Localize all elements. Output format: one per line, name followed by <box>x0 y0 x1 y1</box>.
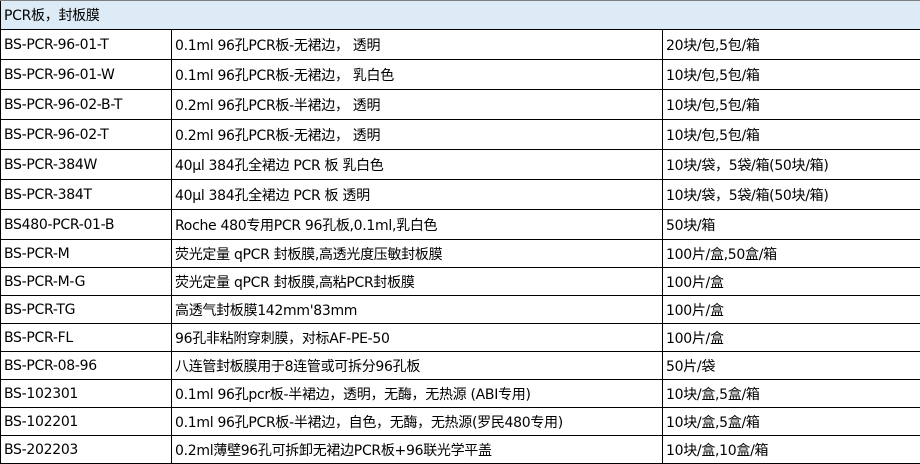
packaging-cell: 100片/盒,50盒/箱 <box>661 239 920 268</box>
table-row: BS-PCR-M-G 荧光定量 qPCR 封板膜,高粘PCR封板膜 100片/盒 <box>0 267 920 296</box>
packaging-cell: 100片/盒 <box>661 295 920 324</box>
packaging-cell: 10块/盒,5盒/箱 <box>661 407 920 436</box>
table-row: BS-PCR-384W 40μl 384孔全裙边 PCR 板 乳白色 10块/袋，5… <box>0 149 920 180</box>
section-header-row: PCR板，封板膜 <box>0 0 920 30</box>
product-code-cell: BS480-PCR-01-B <box>0 209 172 240</box>
table-row: BS480-PCR-01-B Roche 480专用PCR 96孔板,0.1ml,… <box>0 209 920 240</box>
packaging-cell: 10块/包,5包/箱 <box>661 59 920 90</box>
packaging-cell: 10块/袋，5袋/箱(50块/箱) <box>661 149 920 180</box>
packaging-cell: 10块/袋，5袋/箱(50块/箱) <box>661 179 920 210</box>
product-description-cell: 0.1ml 96孔PCR板-无裙边， 乳白色 <box>171 59 663 90</box>
product-description-cell: Roche 480专用PCR 96孔板,0.1ml,乳白色 <box>171 209 663 240</box>
product-description-cell: 0.1ml 96孔PCR板-半裙边，自色，无酶，无热源(罗民480专用) <box>171 407 663 436</box>
packaging-cell: 100片/盒 <box>661 267 920 296</box>
table-row: BS-PCR-TG 高透气封板膜142mm'83mm 100片/盒 <box>0 295 920 324</box>
table-row: BS-102301 0.1ml 96孔pcr板-半裙边，透明，无酶，无热源 (AB… <box>0 379 920 408</box>
table-row: BS-PCR-FL 96孔非粘附穿刺膜，对标AF-PE-50 100片/盒 <box>0 323 920 352</box>
product-description-cell: 0.2ml薄壁96孔可拆卸无裙边PCR板+96联光学平盖 <box>171 435 663 464</box>
product-code-cell: BS-PCR-96-01-W <box>0 59 172 90</box>
product-description-cell: 八连管封板膜用于8连管或可拆分96孔板 <box>171 351 663 380</box>
packaging-cell: 10块/包,5包/箱 <box>661 119 920 150</box>
table-row: BS-PCR-96-02-T 0.2ml 96孔PCR板-无裙边， 透明 10块/包… <box>0 119 920 150</box>
table-row: BS-PCR-96-02-B-T 0.2ml 96孔PCR板-半裙边， 透明 10块… <box>0 89 920 120</box>
product-code-cell: BS-PCR-TG <box>0 295 172 324</box>
product-description-cell: 40μl 384孔全裙边 PCR 板 透明 <box>171 179 663 210</box>
packaging-cell: 10块/盒,10盒/箱 <box>661 435 920 464</box>
product-code-cell: BS-PCR-FL <box>0 323 172 352</box>
table-row: BS-PCR-384T 40μl 384孔全裙边 PCR 板 透明 10块/袋，5袋… <box>0 179 920 210</box>
product-description-cell: 荧光定量 qPCR 封板膜,高透光度压敏封板膜 <box>171 239 663 268</box>
table-row: BS-202203 0.2ml薄壁96孔可拆卸无裙边PCR板+96联光学平盖 10块… <box>0 435 920 464</box>
product-code-cell: BS-PCR-M-G <box>0 267 172 296</box>
packaging-cell: 10块/包,5包/箱 <box>661 89 920 120</box>
product-code-cell: BS-PCR-384T <box>0 179 172 210</box>
packaging-cell: 50片/袋 <box>661 351 920 380</box>
product-description-cell: 96孔非粘附穿刺膜，对标AF-PE-50 <box>171 323 663 352</box>
table-row: BS-PCR-M 荧光定量 qPCR 封板膜,高透光度压敏封板膜 100片/盒,50… <box>0 239 920 268</box>
section-title: PCR板，封板膜 <box>0 0 920 30</box>
product-description-cell: 0.1ml 96孔PCR板-无裙边， 透明 <box>171 29 663 60</box>
table-row: BS-PCR-96-01-W 0.1ml 96孔PCR板-无裙边， 乳白色 10块/… <box>0 59 920 90</box>
table-row: BS-PCR-96-01-T 0.1ml 96孔PCR板-无裙边， 透明 20块/包… <box>0 29 920 60</box>
product-code-cell: BS-PCR-96-01-T <box>0 29 172 60</box>
product-code-cell: BS-202203 <box>0 435 172 464</box>
product-code-cell: BS-PCR-96-02-B-T <box>0 89 172 120</box>
product-description-cell: 40μl 384孔全裙边 PCR 板 乳白色 <box>171 149 663 180</box>
packaging-cell: 10块/盒,5盒/箱 <box>661 379 920 408</box>
product-code-cell: BS-102201 <box>0 407 172 436</box>
product-description-cell: 0.2ml 96孔PCR板-半裙边， 透明 <box>171 89 663 120</box>
product-description-cell: 0.2ml 96孔PCR板-无裙边， 透明 <box>171 119 663 150</box>
table-row: BS-102201 0.1ml 96孔PCR板-半裙边，自色，无酶，无热源(罗民4… <box>0 407 920 436</box>
product-description-cell: 高透气封板膜142mm'83mm <box>171 295 663 324</box>
product-code-cell: BS-PCR-384W <box>0 149 172 180</box>
packaging-cell: 100片/盒 <box>661 323 920 352</box>
product-code-cell: BS-PCR-08-96 <box>0 351 172 380</box>
packaging-cell: 20块/包,5包/箱 <box>661 29 920 60</box>
packaging-cell: 50块/箱 <box>661 209 920 240</box>
product-description-cell: 荧光定量 qPCR 封板膜,高粘PCR封板膜 <box>171 267 663 296</box>
product-code-cell: BS-PCR-M <box>0 239 172 268</box>
product-code-cell: BS-PCR-96-02-T <box>0 119 172 150</box>
product-description-cell: 0.1ml 96孔pcr板-半裙边，透明，无酶，无热源 (ABI专用) <box>171 379 663 408</box>
product-code-cell: BS-102301 <box>0 379 172 408</box>
table-row: BS-PCR-08-96 八连管封板膜用于8连管或可拆分96孔板 50片/袋 <box>0 351 920 380</box>
